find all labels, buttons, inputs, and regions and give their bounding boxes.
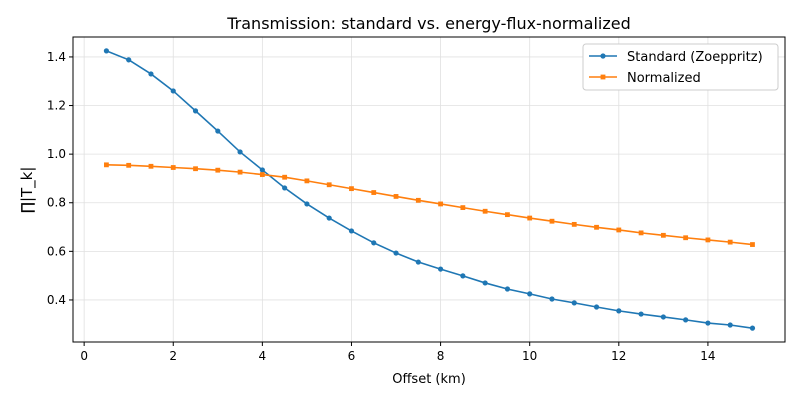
- data-point: [349, 186, 354, 192]
- data-point: [594, 224, 599, 230]
- data-point: [437, 266, 444, 272]
- data-point: [571, 300, 577, 306]
- data-point: [549, 296, 555, 302]
- data-point: [170, 88, 176, 94]
- data-point: [259, 167, 265, 173]
- y-axis-label-text: ∏|T_k|: [18, 167, 37, 214]
- chart-title: Transmission: standard vs. energy-flux-n…: [226, 14, 630, 33]
- data-point: [126, 57, 132, 63]
- data-point: [616, 308, 622, 314]
- x-tick-label: 14: [700, 349, 715, 363]
- x-tick-label: 12: [611, 349, 626, 363]
- data-point: [170, 165, 176, 170]
- plot-frame: [72, 36, 786, 343]
- y-tick-label: 0.4: [47, 293, 66, 307]
- x-tick-label: 4: [259, 349, 267, 363]
- data-point: [104, 162, 109, 168]
- data-point: [571, 221, 577, 227]
- data-point: [215, 167, 221, 173]
- x-axis-label: Offset (km): [392, 372, 466, 387]
- y-axis-label: ∏|T_k|: [18, 167, 37, 214]
- data-point: [660, 232, 666, 238]
- data-point: [237, 169, 243, 175]
- data-point: [148, 71, 154, 77]
- data-point: [460, 273, 466, 279]
- legend-label: Standard (Zoeppritz): [627, 50, 763, 65]
- data-point: [460, 205, 466, 211]
- legend: Standard (Zoeppritz) Normalized: [582, 43, 779, 91]
- legend-marker: [600, 74, 606, 80]
- data-point: [750, 242, 755, 247]
- x-tick-label: 8: [437, 349, 445, 363]
- data-point: [705, 237, 711, 243]
- data-point: [371, 240, 377, 246]
- data-point: [304, 178, 310, 184]
- data-point: [616, 227, 622, 233]
- data-point: [259, 172, 265, 177]
- data-point: [527, 215, 533, 221]
- x-tick-label: 10: [522, 349, 537, 363]
- data-point: [126, 162, 132, 168]
- data-point: [438, 201, 443, 207]
- data-point: [415, 259, 421, 265]
- series-group: [103, 48, 756, 331]
- data-point: [237, 149, 243, 155]
- data-point: [727, 322, 733, 328]
- legend-marker: [600, 53, 606, 59]
- y-tick-label: 0.6: [47, 244, 66, 258]
- data-point: [482, 208, 488, 214]
- data-point: [683, 317, 689, 323]
- series-line: [106, 164, 753, 246]
- data-point: [326, 182, 332, 188]
- legend-box: [582, 43, 779, 91]
- data-point: [393, 250, 399, 256]
- legend-label: Normalized: [627, 71, 701, 86]
- x-tick-label: 0: [80, 349, 88, 363]
- data-point: [304, 201, 310, 207]
- data-point: [638, 230, 644, 236]
- y-tick-label: 1.2: [47, 99, 66, 113]
- data-point: [215, 128, 221, 134]
- data-point: [326, 215, 332, 221]
- data-point: [705, 320, 711, 326]
- data-point: [348, 228, 355, 234]
- data-point: [193, 166, 198, 172]
- data-point: [282, 185, 288, 191]
- data-point: [504, 286, 511, 292]
- data-point: [148, 163, 154, 169]
- data-point: [282, 174, 288, 180]
- data-point: [749, 325, 756, 331]
- x-tick-label: 2: [169, 349, 177, 363]
- data-point: [683, 235, 689, 241]
- data-point: [103, 48, 110, 54]
- data-point: [482, 280, 488, 286]
- y-tick-label: 0.8: [47, 196, 66, 210]
- data-point: [549, 218, 555, 224]
- x-tick-label: 6: [348, 349, 356, 363]
- data-point: [660, 314, 666, 320]
- data-point: [505, 212, 510, 218]
- series-line: [106, 50, 753, 329]
- ticks: 0 2 4 6 8 10 12 14 0.4 0.6 0.8 1.0 1.2 1.4: [47, 50, 716, 363]
- data-point: [192, 108, 199, 114]
- data-point: [727, 239, 733, 245]
- y-tick-label: 1.4: [47, 50, 66, 64]
- data-point: [371, 190, 377, 195]
- data-point: [415, 197, 421, 203]
- y-tick-label: 1.0: [47, 147, 66, 161]
- data-point: [593, 304, 600, 310]
- data-point: [638, 311, 644, 317]
- data-point: [527, 291, 533, 297]
- data-point: [393, 194, 399, 199]
